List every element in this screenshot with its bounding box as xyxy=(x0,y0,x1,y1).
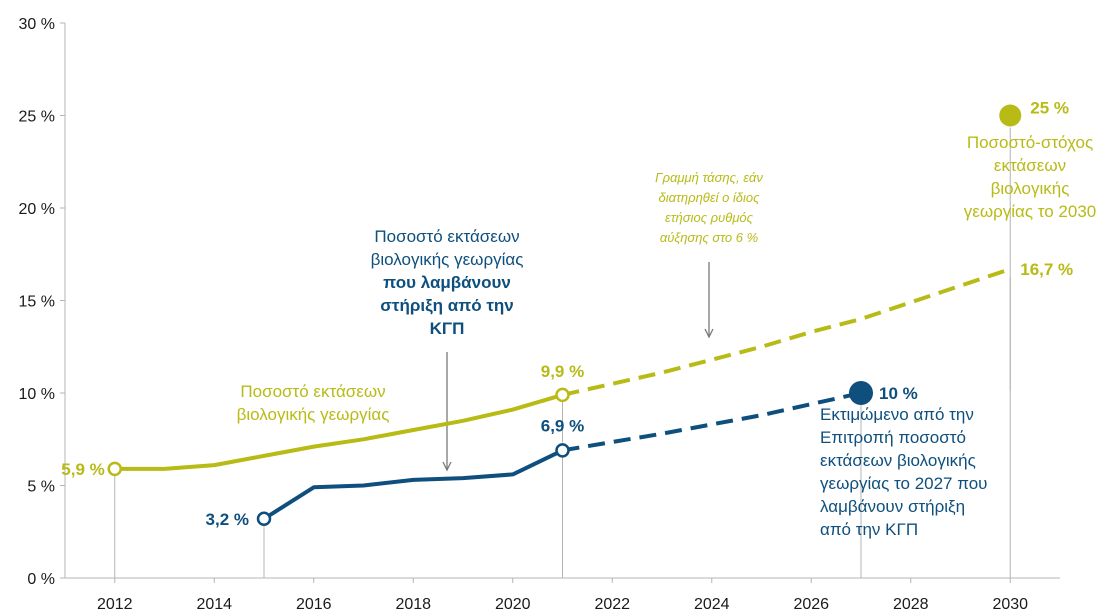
marker-p_organic_2021 xyxy=(555,387,570,403)
organic-series-label-line-0: Ποσοστό εκτάσεων xyxy=(240,382,385,401)
series-line-organic xyxy=(114,392,564,471)
series-line-organic_trend xyxy=(562,267,1011,397)
marker-p_cap_2027 xyxy=(849,381,873,405)
cap-2027-description-line-1: Επιτροπή ποσοστό xyxy=(820,428,966,447)
cap-series-label-bold-line-1: στήριξη από την xyxy=(380,296,514,315)
x-tick-label: 2030 xyxy=(992,596,1028,613)
y-tick-label: 10 % xyxy=(19,386,55,403)
x-tick-label: 2020 xyxy=(495,596,531,613)
cap-series-label-bold-line-2: ΚΓΠ xyxy=(430,319,465,338)
trend-note-line-1: διατηρηθεί ο ίδιος xyxy=(659,190,761,205)
target-description-line-3: γεωργίας το 2030 xyxy=(964,202,1097,221)
y-tick-label: 0 % xyxy=(27,571,55,588)
value-label-p_cap_2015: 3,2 % xyxy=(206,510,249,529)
organic-series-label-line-1: βιολογικής γεωργίας xyxy=(237,405,390,424)
cap-2027-description-line-3: γεωργίας το 2027 που xyxy=(820,474,987,493)
marker-p_cap_2021 xyxy=(555,443,570,458)
y-tick-label: 15 % xyxy=(19,294,55,311)
x-tick-label: 2026 xyxy=(793,596,829,613)
x-tick-label: 2012 xyxy=(97,596,133,613)
cap-label-arrow-head xyxy=(442,461,452,472)
x-tick-label: 2018 xyxy=(395,596,431,613)
annotations: 5,9 % 9,9 % 16,7 % 25 % 3,2 % 6,9 % 10 % Ποσοστ… xyxy=(61,99,1096,540)
target-description-line-1: εκτάσεων xyxy=(994,156,1066,175)
value-label-p_organic_2021: 9,9 % xyxy=(541,362,584,381)
cap-series-label-bold-line-0: που λαμβάνουν xyxy=(383,273,511,292)
x-tick-label: 2022 xyxy=(594,596,630,613)
series-line-cap xyxy=(262,448,564,521)
value-label-p_target_2030: 25 % xyxy=(1030,99,1069,118)
marker-p_cap_2015 xyxy=(256,511,272,527)
cap-series-label-line-1: βιολογικής γεωργίας xyxy=(371,250,524,269)
guide-lines xyxy=(114,127,1011,578)
y-tick-label: 30 % xyxy=(19,16,55,33)
marker-p_target_2030 xyxy=(999,104,1022,127)
trend-note-line-3: αύξησης στο 6 % xyxy=(660,230,758,245)
cap-2027-description-line-5: από την ΚΓΠ xyxy=(820,520,918,539)
value-label-p_organic_2012: 5,9 % xyxy=(61,460,104,479)
trend-note-arrow-head xyxy=(704,328,714,339)
y-tick-label: 25 % xyxy=(19,109,55,126)
trend-note-line-2: ετήσιος ρυθμός xyxy=(665,210,754,225)
x-tick-label: 2014 xyxy=(196,596,232,613)
target-description-line-0: Ποσοστό-στόχος xyxy=(967,133,1093,152)
cap-2027-description-line-2: εκτάσεων βιολογικής xyxy=(820,451,976,470)
series-line-cap_projection xyxy=(562,391,862,453)
marker-p_organic_2012 xyxy=(107,461,122,477)
value-label-p_trend_2030: 16,7 % xyxy=(1020,260,1073,279)
value-label-p_cap_2027: 10 % xyxy=(879,384,918,403)
x-tick-label: 2024 xyxy=(694,596,730,613)
cap-2027-description-line-0: Εκτιμώμενο από την xyxy=(820,405,974,424)
axes: 0 % 5 % 10 % 15 % 20 % 25 % 30 % 2012 2014 2016 20… xyxy=(19,16,1060,613)
target-description-line-2: βιολογικής xyxy=(991,179,1070,198)
point-markers xyxy=(107,104,1022,527)
series-lines xyxy=(114,267,1011,521)
cap-series-label-line-0: Ποσοστό εκτάσεων xyxy=(374,227,519,246)
x-tick-label: 2016 xyxy=(296,596,332,613)
cap-2027-description-line-4: λαμβάνουν στήριξη xyxy=(820,497,965,516)
value-label-p_cap_2021: 6,9 % xyxy=(541,416,584,435)
x-tick-label: 2028 xyxy=(893,596,929,613)
trend-note-line-0: Γραμμή τάσης, εάν xyxy=(655,170,763,185)
y-tick-label: 5 % xyxy=(27,479,55,496)
y-tick-label: 20 % xyxy=(19,201,55,218)
